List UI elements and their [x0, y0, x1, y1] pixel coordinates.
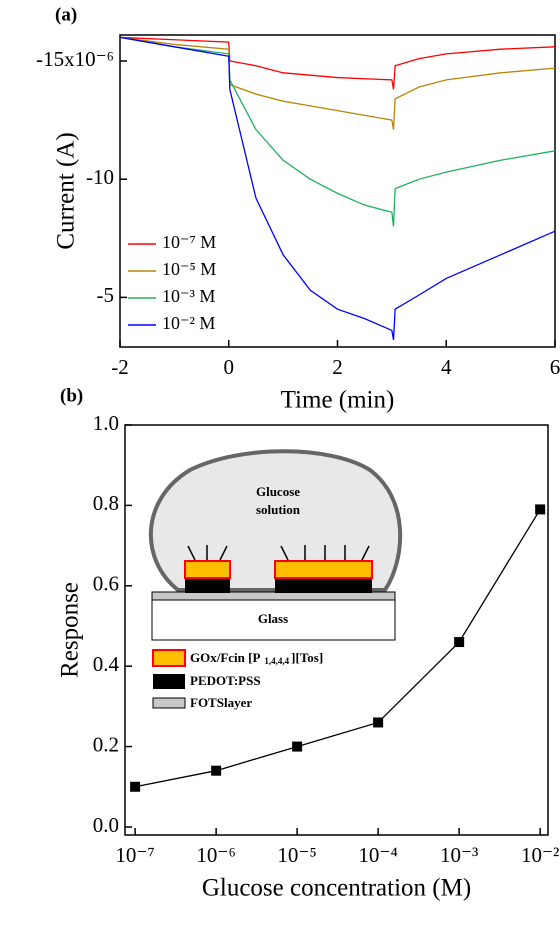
- glass: [151, 599, 396, 641]
- marker: [292, 741, 303, 752]
- inset: Glucose solution Glass GOx/Fcin [P 1,4,4,…: [148, 449, 403, 710]
- y-tick-label: 0.4: [93, 652, 120, 676]
- inset-legend: PEDOT:PSS: [190, 673, 261, 688]
- series-line: [119, 36, 556, 227]
- x-tick-label: 2: [332, 355, 343, 379]
- y-axis-title: Current (A): [53, 132, 80, 249]
- x-tick-label: 4: [441, 355, 452, 379]
- inset-legend: GOx/Fcin [P 1,4,4,4][Tos]: [190, 650, 323, 666]
- pedot: [185, 578, 230, 593]
- inset-legend: FOTSlayer: [190, 695, 252, 710]
- x-tick-label: 10⁻⁵: [277, 843, 316, 867]
- inset-label: Glucose: [256, 484, 300, 499]
- inset-legend-text: ][Tos]: [291, 650, 323, 665]
- legend-label: 10⁻³ M: [162, 286, 215, 306]
- marker: [454, 637, 465, 648]
- y-tick-label: 1.0: [93, 411, 119, 435]
- x-tick-label: 10⁻²: [521, 843, 559, 867]
- inset-label: Glass: [258, 611, 288, 626]
- marker: [130, 781, 141, 792]
- y-tick-label: 0.2: [93, 732, 119, 756]
- fots-layer: [151, 591, 396, 601]
- x-tick-label: 10⁻⁴: [358, 843, 397, 867]
- gox: [274, 560, 373, 579]
- x-tick-label: -2: [111, 355, 129, 379]
- arrows: [187, 545, 370, 561]
- panel-label: (a): [55, 4, 77, 25]
- y-tick-label: -10: [86, 165, 114, 189]
- series-line: [119, 36, 556, 341]
- inset-label: solution: [256, 502, 301, 517]
- x-tick-label: 10⁻³: [440, 843, 478, 867]
- y-tick-label: -15x10⁻⁶: [36, 47, 114, 71]
- marker: [211, 765, 222, 776]
- x-tick-label: 0: [224, 355, 235, 379]
- x-axis-title: Glucose concentration (M): [202, 875, 471, 902]
- x-tick-label: 10⁻⁶: [196, 843, 235, 867]
- series-line: [119, 36, 556, 130]
- series-line: [134, 509, 541, 788]
- legend-swatch: [153, 674, 185, 689]
- gox: [184, 560, 231, 579]
- legend-swatch: [152, 697, 186, 709]
- x-tick-label: 6: [550, 355, 560, 379]
- pedot: [275, 578, 372, 593]
- y-tick-label: 0.8: [93, 491, 119, 515]
- y-tick-label: 0.0: [93, 813, 119, 837]
- legend-label: 10⁻² M: [162, 313, 215, 333]
- plot-frame: [124, 424, 549, 836]
- y-tick-label: 0.6: [93, 572, 119, 596]
- panel-label: (b): [60, 385, 83, 406]
- inset-legend-sub: 1,4,4,4: [264, 656, 289, 666]
- marker: [373, 717, 384, 728]
- x-tick-label: 10⁻⁷: [115, 843, 154, 867]
- inset-legend-text: GOx/Fcin [P: [190, 650, 260, 665]
- x-axis-title: Time (min): [281, 387, 395, 414]
- y-axis-title: Response: [57, 582, 84, 678]
- droplet: [148, 449, 403, 592]
- y-tick-label: -5: [97, 283, 115, 307]
- legend-swatch: [152, 649, 186, 667]
- marker: [535, 504, 546, 515]
- legend-label: 10⁻⁵ M: [162, 259, 216, 279]
- legend-label: 10⁻⁷ M: [162, 232, 216, 252]
